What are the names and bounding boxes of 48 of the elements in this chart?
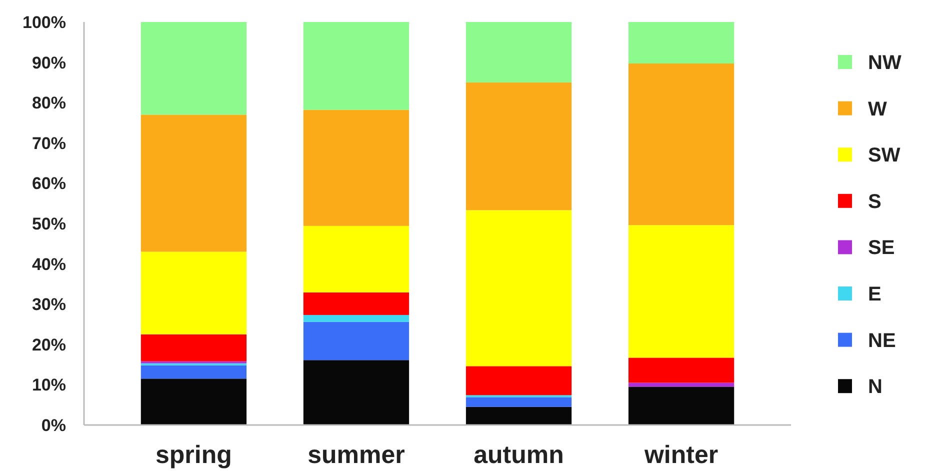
y-tick-label: 70%	[32, 134, 66, 153]
bar	[140, 365, 247, 379]
bar	[303, 360, 410, 425]
legend-label: N	[868, 376, 882, 398]
bar	[628, 386, 734, 425]
bar	[466, 406, 572, 425]
legend-label: SW	[868, 144, 900, 167]
bar	[140, 378, 247, 425]
bar	[303, 22, 410, 110]
bar	[466, 210, 572, 366]
bar	[140, 334, 247, 362]
bar	[628, 382, 734, 387]
bar	[140, 252, 247, 334]
bar	[303, 314, 410, 322]
x-tick-label: summer	[308, 441, 406, 469]
bar	[140, 114, 247, 252]
x-tick-label: autumn	[474, 441, 564, 469]
bar	[303, 322, 410, 360]
legend-label: W	[868, 98, 887, 120]
y-tick-label: 60%	[32, 174, 66, 194]
y-tick-label: 100%	[22, 12, 66, 32]
bar	[140, 22, 247, 115]
legend-label: NW	[868, 52, 902, 74]
legend-label: S	[868, 190, 882, 213]
legend-label: SE	[868, 237, 895, 260]
bar	[303, 292, 410, 315]
legend-label: E	[868, 284, 882, 306]
y-tick-label: 40%	[32, 254, 66, 274]
y-tick-label: 80%	[32, 94, 66, 113]
y-tick-label: 50%	[32, 214, 66, 234]
bar	[628, 358, 734, 383]
bar	[303, 110, 410, 226]
y-tick-label: 0%	[41, 416, 66, 435]
y-tick-label: 20%	[32, 335, 66, 354]
bar	[466, 366, 572, 396]
bar	[466, 82, 572, 210]
bar	[303, 226, 410, 292]
bar	[628, 22, 734, 64]
y-tick-label: 90%	[32, 53, 66, 72]
bar	[466, 22, 572, 82]
bar	[466, 397, 572, 407]
bar	[628, 64, 734, 226]
x-tick-label: spring	[156, 441, 232, 469]
y-tick-label: 30%	[32, 295, 66, 314]
legend-label: NE	[868, 330, 896, 352]
bar	[628, 225, 734, 358]
x-tick-label: winter	[643, 441, 718, 469]
y-tick-label: 10%	[32, 376, 66, 395]
